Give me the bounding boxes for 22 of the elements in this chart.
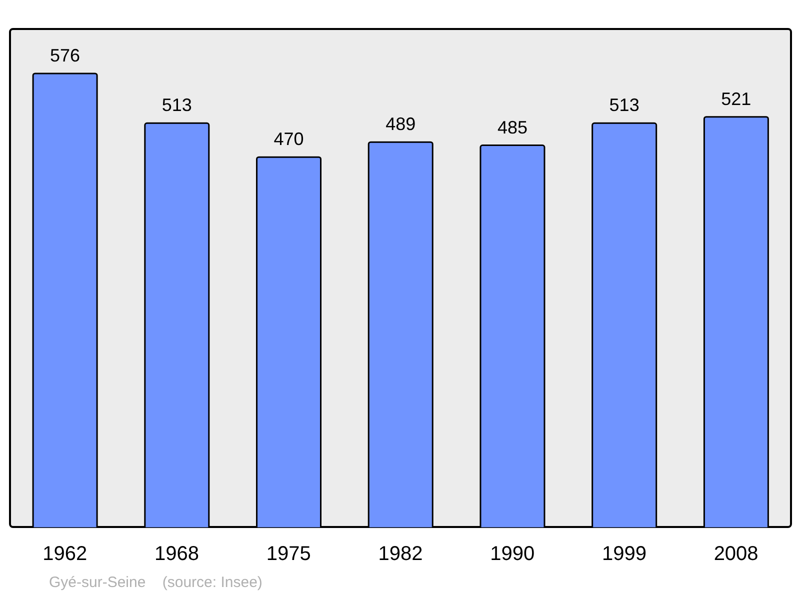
bar	[256, 156, 322, 528]
data-label: 485	[497, 117, 528, 138]
bar	[368, 141, 434, 528]
data-label: 576	[50, 45, 80, 66]
bar	[592, 122, 658, 528]
x-tick-label: 1990	[490, 543, 535, 566]
text: Gyé-sur-Seine (source: Insee)	[49, 574, 262, 591]
data-label: 470	[274, 129, 304, 150]
data-label: 513	[162, 95, 192, 116]
x-tick-label: 2008	[714, 543, 758, 566]
x-tick-label: 1962	[42, 543, 88, 566]
x-tick-label: 1968	[154, 543, 200, 566]
data-label: 489	[386, 114, 416, 134]
x-tick-label: 1975	[266, 543, 311, 566]
bar	[32, 72, 98, 528]
bar	[703, 116, 769, 528]
data-label: 521	[721, 88, 752, 109]
bar	[144, 122, 210, 528]
bar	[480, 144, 546, 528]
data-label: 513	[609, 95, 640, 116]
x-tick-label: 1999	[602, 543, 646, 566]
x-tick-label: 1982	[378, 543, 423, 566]
